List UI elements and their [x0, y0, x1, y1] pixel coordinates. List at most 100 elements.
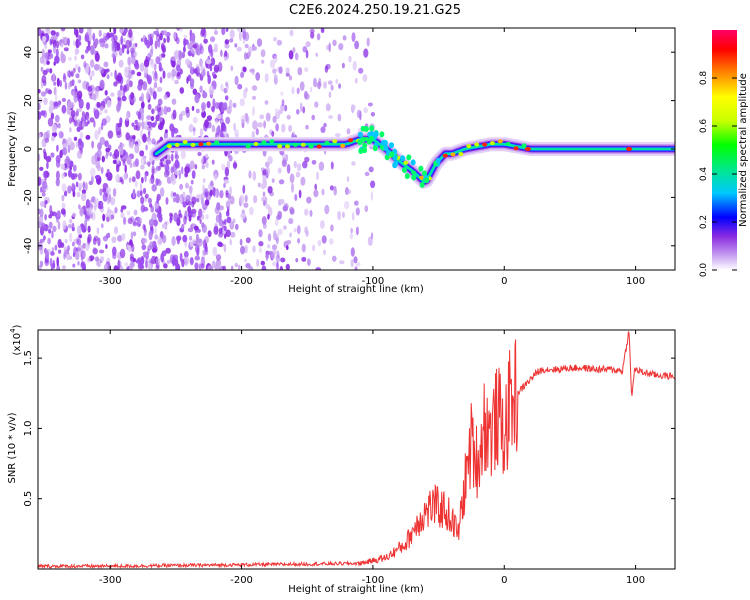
noise-speck — [128, 177, 132, 183]
noise-speck — [117, 122, 122, 128]
noise-speck — [157, 38, 161, 48]
noise-speck — [277, 167, 282, 174]
noise-speck — [140, 156, 146, 166]
noise-speck — [151, 108, 155, 115]
noise-speck — [141, 177, 144, 184]
snr-y-multiplier: (x104) — [9, 324, 23, 355]
noise-speck — [111, 236, 117, 244]
noise-speck — [142, 133, 147, 143]
noise-speck — [242, 66, 247, 72]
noise-speck — [370, 191, 374, 201]
noise-speck — [275, 254, 281, 263]
noise-speck — [353, 256, 358, 264]
noise-speck — [229, 186, 232, 196]
noise-speck — [200, 197, 204, 205]
noise-speck — [99, 79, 105, 89]
noise-speck — [200, 28, 206, 37]
noise-speck — [57, 221, 61, 230]
noise-speck — [351, 211, 355, 221]
noise-speck — [161, 45, 166, 53]
noise-speck — [333, 187, 338, 196]
noise-speck — [265, 204, 271, 210]
noise-speck — [272, 68, 277, 74]
noise-speck — [137, 217, 143, 225]
noise-speck — [218, 211, 222, 221]
noise-speck — [70, 71, 74, 77]
noise-speck — [74, 55, 77, 61]
noise-speck — [280, 91, 284, 96]
noise-speck — [309, 209, 313, 217]
noise-speck — [115, 174, 121, 183]
noise-speck — [206, 70, 210, 78]
noise-speck — [55, 31, 60, 37]
noise-speck — [207, 195, 212, 201]
noise-speck — [132, 231, 137, 237]
noise-speck — [223, 225, 227, 232]
noise-speck — [132, 221, 138, 227]
noise-speck — [100, 166, 104, 174]
noise-speck — [163, 169, 170, 178]
noise-speck — [152, 219, 159, 227]
noise-speck — [211, 159, 215, 165]
noise-speck — [285, 72, 290, 77]
noise-speck — [265, 112, 271, 122]
noise-speck — [289, 29, 294, 37]
noise-speck — [51, 247, 55, 252]
noise-speck — [55, 48, 59, 58]
noise-speck — [187, 205, 192, 214]
noise-speck — [220, 83, 224, 92]
noise-speck — [101, 223, 104, 229]
noise-speck — [302, 106, 306, 114]
noise-speck — [206, 101, 211, 109]
noise-speck — [164, 163, 170, 173]
ridge-hotspot — [245, 144, 251, 149]
noise-speck — [38, 132, 42, 139]
noise-speck — [79, 207, 84, 217]
x-tick-label: -300 — [99, 575, 122, 586]
noise-speck — [55, 155, 61, 163]
noise-speck — [171, 236, 176, 246]
ridge-scatter — [389, 142, 394, 149]
noise-speck — [72, 90, 78, 98]
noise-speck — [229, 38, 234, 43]
noise-speck — [153, 81, 158, 89]
ridge-hotspot — [277, 144, 283, 149]
noise-speck — [98, 126, 101, 135]
ridge-scatter — [400, 155, 406, 162]
noise-speck — [113, 34, 118, 42]
noise-speck — [47, 117, 54, 127]
snr-y-axis-label: SNR (10 * v/v) — [7, 412, 18, 483]
noise-speck — [247, 51, 251, 58]
noise-speck — [68, 117, 73, 124]
noise-speck — [121, 233, 126, 241]
x-tick-label: 100 — [626, 276, 645, 287]
noise-speck — [70, 109, 76, 118]
noise-speck — [281, 99, 285, 107]
noise-speck — [222, 102, 228, 108]
noise-speck — [119, 145, 124, 156]
noise-speck — [46, 60, 50, 65]
noise-speck — [195, 108, 200, 114]
x-tick-label: 0 — [501, 276, 507, 287]
noise-speck — [58, 131, 64, 139]
noise-speck — [155, 114, 160, 122]
noise-speck — [218, 227, 223, 235]
noise-speck — [210, 48, 214, 59]
noise-speck — [353, 200, 359, 206]
noise-speck — [127, 217, 133, 225]
ridge-scatter — [363, 126, 369, 132]
noise-speck — [222, 265, 226, 270]
noise-speck — [113, 28, 117, 35]
noise-speck — [355, 226, 359, 236]
noise-speck — [71, 182, 75, 190]
noise-speck — [105, 68, 110, 73]
noise-speck — [38, 111, 42, 120]
noise-speck — [96, 149, 102, 159]
noise-speck — [142, 187, 147, 195]
noise-speck — [252, 171, 257, 181]
noise-speck — [52, 225, 57, 232]
noise-speck — [211, 260, 216, 268]
noise-speck — [130, 47, 135, 54]
noise-speck — [321, 188, 325, 196]
noise-speck — [39, 201, 46, 207]
